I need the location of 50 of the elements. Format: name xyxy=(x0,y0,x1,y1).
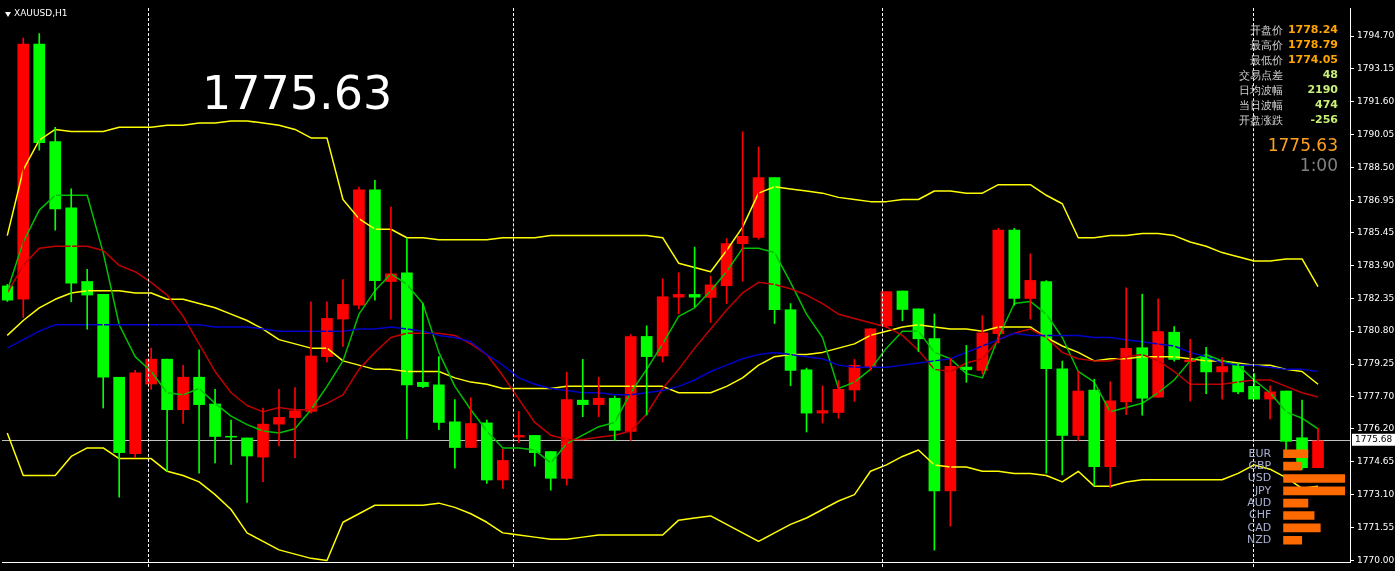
annotation: 1775.63 xyxy=(202,66,393,120)
chart-title: XAUUSD,H1 xyxy=(14,8,68,18)
y-tick-label: JPY xyxy=(1253,483,1272,497)
y-tick-label: 1771.55 xyxy=(1357,521,1395,532)
y-tick-label: 1793.15 xyxy=(1357,63,1395,74)
bar xyxy=(1283,474,1345,483)
y-tick-label: 1790.05 xyxy=(1357,129,1395,140)
y-tick-label: 1794.70 xyxy=(1357,30,1395,41)
y-tick-label: AUD xyxy=(1247,496,1272,510)
annotation: 交易点差 xyxy=(1239,68,1283,83)
annotation: 最高价 xyxy=(1250,38,1283,53)
y-tick-label: 1776.20 xyxy=(1357,423,1395,434)
y-tick-label: 1782.35 xyxy=(1357,292,1395,303)
y-tick-label: 1780.80 xyxy=(1357,325,1395,336)
bar xyxy=(1283,498,1309,508)
y-tick-label: USD xyxy=(1247,471,1272,485)
annotation: 1:00 xyxy=(1299,155,1338,175)
annotation: 1778.24 xyxy=(1287,23,1338,36)
y-tick-label: CHF xyxy=(1248,508,1272,522)
y-tick-label: 1774.65 xyxy=(1357,456,1395,467)
bar xyxy=(1283,486,1345,496)
annotation: 48 xyxy=(1322,68,1338,81)
candlestick xyxy=(289,387,301,459)
annotation: 当日波幅 xyxy=(1239,98,1283,113)
annotation: 最低价 xyxy=(1250,53,1283,68)
annotation: 2190 xyxy=(1307,83,1338,96)
annotation: 开盘价 xyxy=(1250,23,1283,38)
annotation: 1774.05 xyxy=(1287,53,1338,66)
bar xyxy=(1283,523,1321,533)
annotation: 日均波幅 xyxy=(1239,83,1283,98)
y-tick-label: 1788.50 xyxy=(1357,162,1395,172)
y-tick-label: NZD xyxy=(1247,533,1272,547)
y-tick-label: 1783.90 xyxy=(1357,259,1395,270)
annotation: 1775.63 xyxy=(1267,135,1338,155)
bar xyxy=(1283,511,1315,520)
annotation: 1778.79 xyxy=(1287,38,1338,51)
y-tick-label: 1777.70 xyxy=(1357,391,1395,402)
y-tick-label: 1786.95 xyxy=(1357,194,1395,205)
annotation: -256 xyxy=(1310,113,1338,126)
y-tick-label: 1779.25 xyxy=(1357,358,1395,369)
y-tick-label: 1785.45 xyxy=(1357,226,1395,237)
bar xyxy=(1283,535,1303,545)
y-tick-label: EUR xyxy=(1248,446,1272,460)
y-tick-label: 1791.60 xyxy=(1357,96,1395,107)
annotation: 474 xyxy=(1315,98,1338,111)
annotation: 开盘涨跌 xyxy=(1239,113,1283,128)
y-tick-label: 1773.10 xyxy=(1357,489,1395,499)
y-tick-label: CAD xyxy=(1247,520,1272,534)
y-tick-label: 1770.00 xyxy=(1357,554,1395,565)
ref-line-label: 1775.68 xyxy=(1355,434,1393,445)
